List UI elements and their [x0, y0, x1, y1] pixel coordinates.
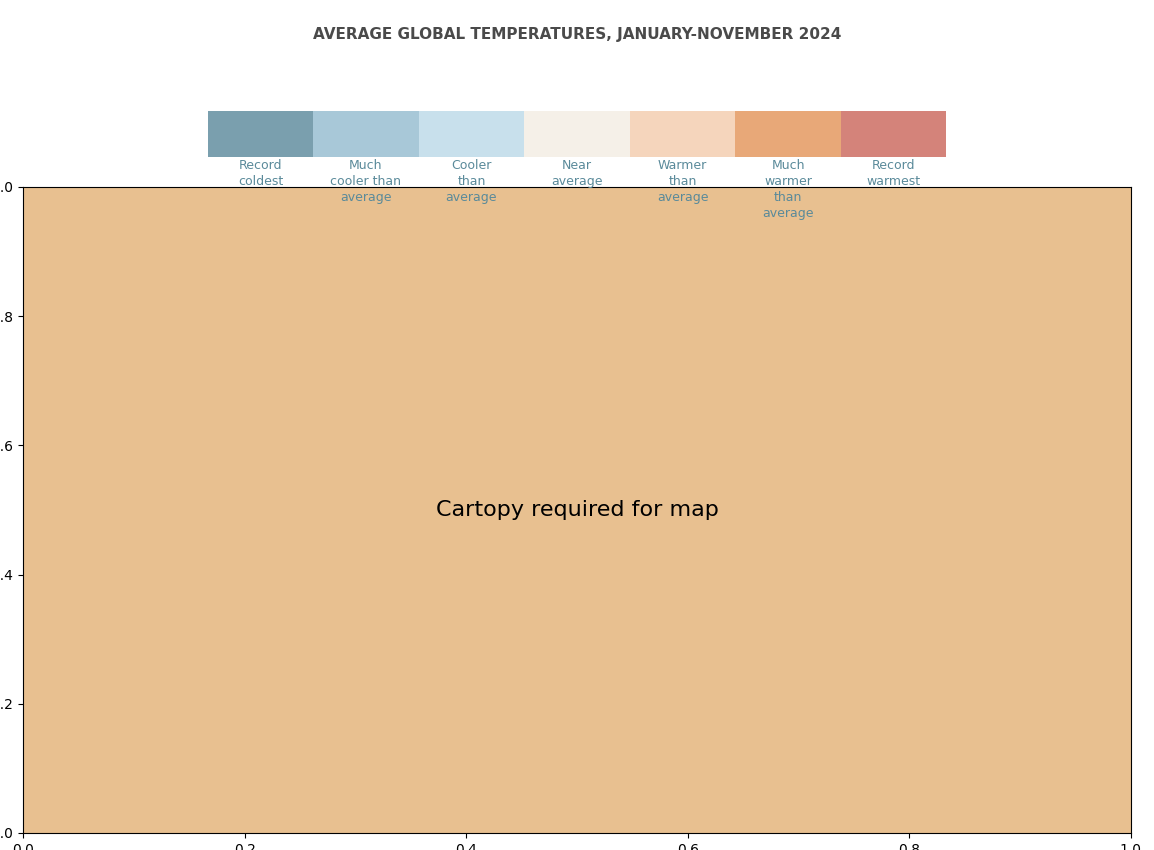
Text: Much
warmer
than
average: Much warmer than average	[763, 160, 814, 220]
Text: Record
coldest: Record coldest	[238, 160, 283, 189]
Text: Cooler
than
average: Cooler than average	[445, 160, 497, 205]
Text: Much
cooler than
average: Much cooler than average	[330, 160, 402, 205]
Bar	[735, 110, 841, 157]
Text: Warmer
than
average: Warmer than average	[657, 160, 709, 205]
Bar	[841, 110, 946, 157]
Text: AVERAGE GLOBAL TEMPERATURES, JANUARY-NOVEMBER 2024: AVERAGE GLOBAL TEMPERATURES, JANUARY-NOV…	[313, 27, 841, 42]
Text: Cartopy required for map: Cartopy required for map	[435, 500, 719, 520]
Text: Record
warmest: Record warmest	[867, 160, 921, 189]
Bar	[208, 110, 313, 157]
Bar	[630, 110, 735, 157]
Text: Near
average: Near average	[552, 160, 602, 189]
Bar	[524, 110, 630, 157]
Bar	[419, 110, 524, 157]
Bar	[313, 110, 419, 157]
